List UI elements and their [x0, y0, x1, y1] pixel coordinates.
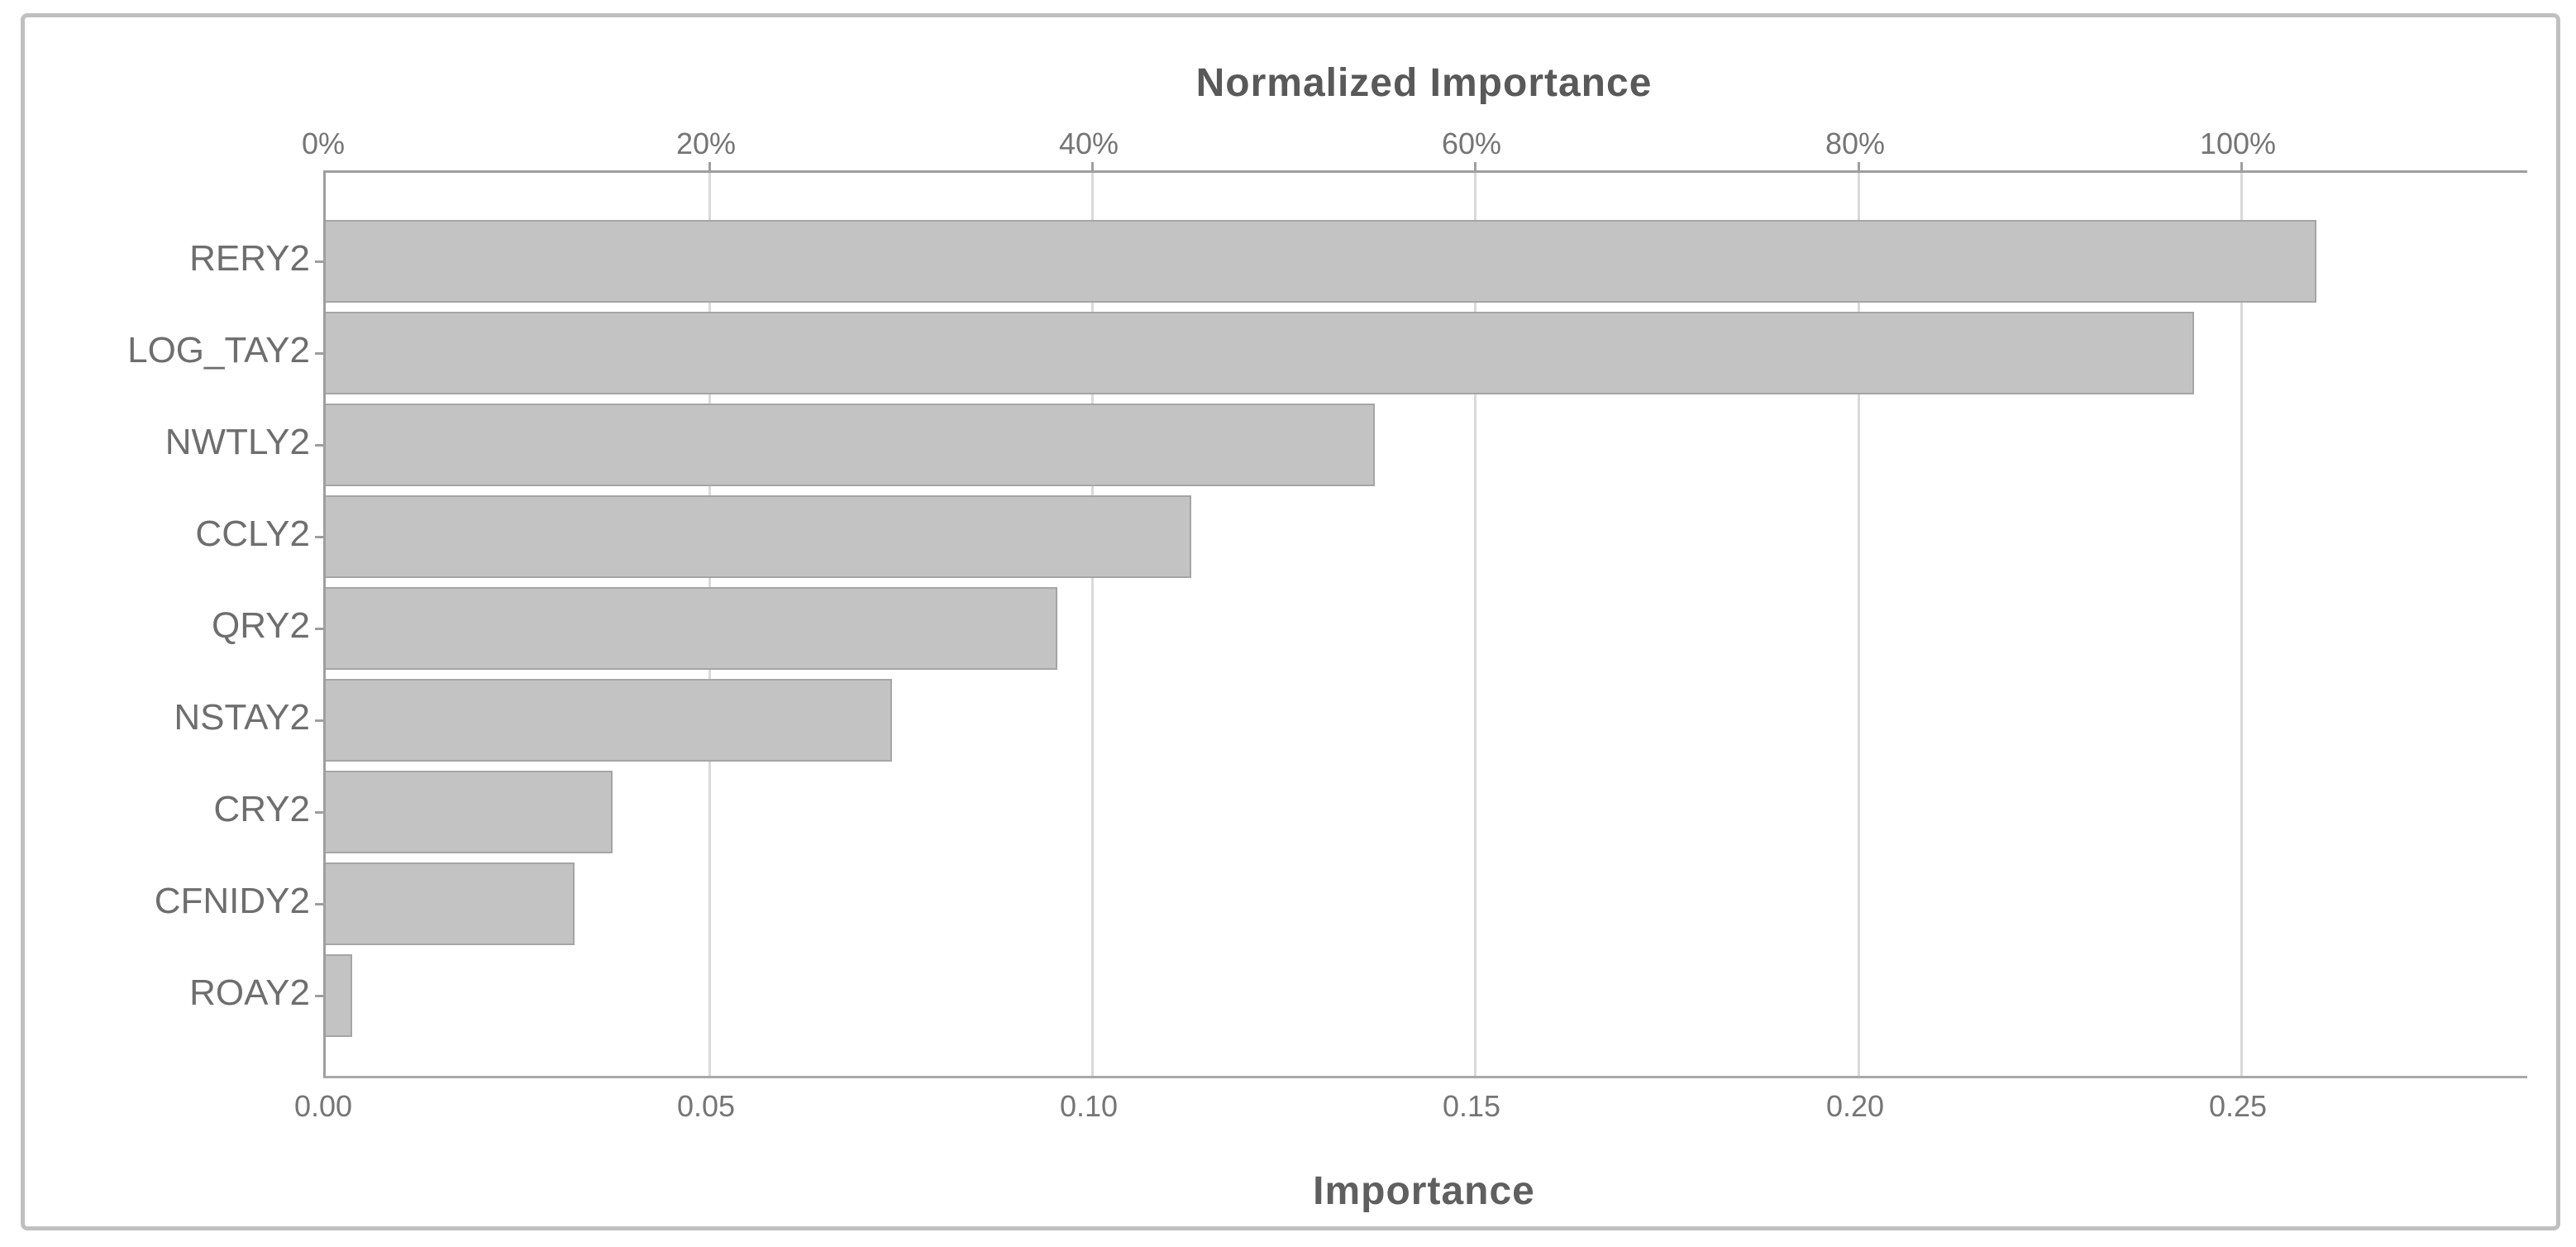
- bottom-tick-label: 0.05: [676, 1089, 736, 1123]
- category-label: CCLY2: [195, 514, 310, 554]
- bar-cry2: [326, 771, 613, 853]
- category-label: QRY2: [211, 605, 310, 646]
- top-axis-tick-mark: [2240, 162, 2243, 170]
- bar-cfnidy2: [326, 862, 575, 945]
- top-axis-tick-mark: [1091, 162, 1094, 170]
- bar-nwtly2: [326, 404, 1375, 486]
- chart-frame: Normalized Importance 0% 20% 40% 60% 80% 100%…: [21, 13, 2560, 1230]
- y-axis-tick-mark: [315, 628, 323, 630]
- bar-nstay2: [326, 679, 892, 762]
- gridline: [1474, 173, 1476, 1076]
- bottom-tick-label: 0.00: [293, 1089, 353, 1123]
- top-tick-label: 20%: [675, 127, 737, 160]
- y-axis-tick-mark: [315, 995, 323, 997]
- category-label: CRY2: [213, 789, 310, 829]
- bar-ccly2: [326, 495, 1191, 578]
- bottom-tick-label: 0.10: [1059, 1089, 1119, 1123]
- category-label: CFNIDY2: [154, 881, 310, 921]
- bar-rery2: [326, 220, 2316, 303]
- bar-roay2: [326, 954, 352, 1037]
- chart-title: Normalized Importance: [1195, 61, 1653, 105]
- category-label: ROAY2: [189, 972, 310, 1013]
- y-axis-tick-mark: [315, 444, 323, 447]
- y-axis-tick-mark: [315, 260, 323, 263]
- bottom-tick-label: 0.15: [1442, 1089, 1501, 1123]
- gridline: [1091, 173, 1094, 1076]
- category-label: NWTLY2: [165, 422, 310, 462]
- y-axis-tick-mark: [315, 811, 323, 814]
- y-axis-tick-mark: [315, 352, 323, 355]
- category-label: LOG_TAY2: [127, 330, 310, 370]
- top-tick-label: 40%: [1058, 127, 1119, 160]
- top-tick-label: 0%: [301, 127, 346, 160]
- top-tick-label: 80%: [1825, 127, 1886, 160]
- category-label: NSTAY2: [174, 697, 310, 738]
- top-tick-label: 100%: [2199, 127, 2277, 160]
- y-axis-tick-mark: [315, 719, 323, 722]
- top-axis-tick-mark: [1474, 162, 1476, 170]
- y-axis-tick-mark: [315, 903, 323, 905]
- y-axis-tick-mark: [315, 536, 323, 538]
- bottom-tick-label: 0.20: [1825, 1089, 1885, 1123]
- bottom-tick-label: 0.25: [2208, 1089, 2268, 1123]
- gridline: [2240, 173, 2243, 1076]
- top-tick-label: 60%: [1441, 127, 1502, 160]
- bar-log_tay2: [326, 312, 2194, 394]
- top-axis-tick-mark: [708, 162, 711, 170]
- top-axis-tick-mark: [1858, 162, 1860, 170]
- category-label: RERY2: [189, 238, 310, 279]
- gridline: [1858, 173, 1860, 1076]
- y-axis-category-labels: RERY2 LOG_TAY2 NWTLY2 CCLY2 QRY2 NSTAY2 CRY2 CF…: [25, 170, 310, 1073]
- bar-qry2: [326, 587, 1057, 670]
- x-axis-title: Importance: [1313, 1169, 1535, 1213]
- plot-area: [315, 162, 2527, 1078]
